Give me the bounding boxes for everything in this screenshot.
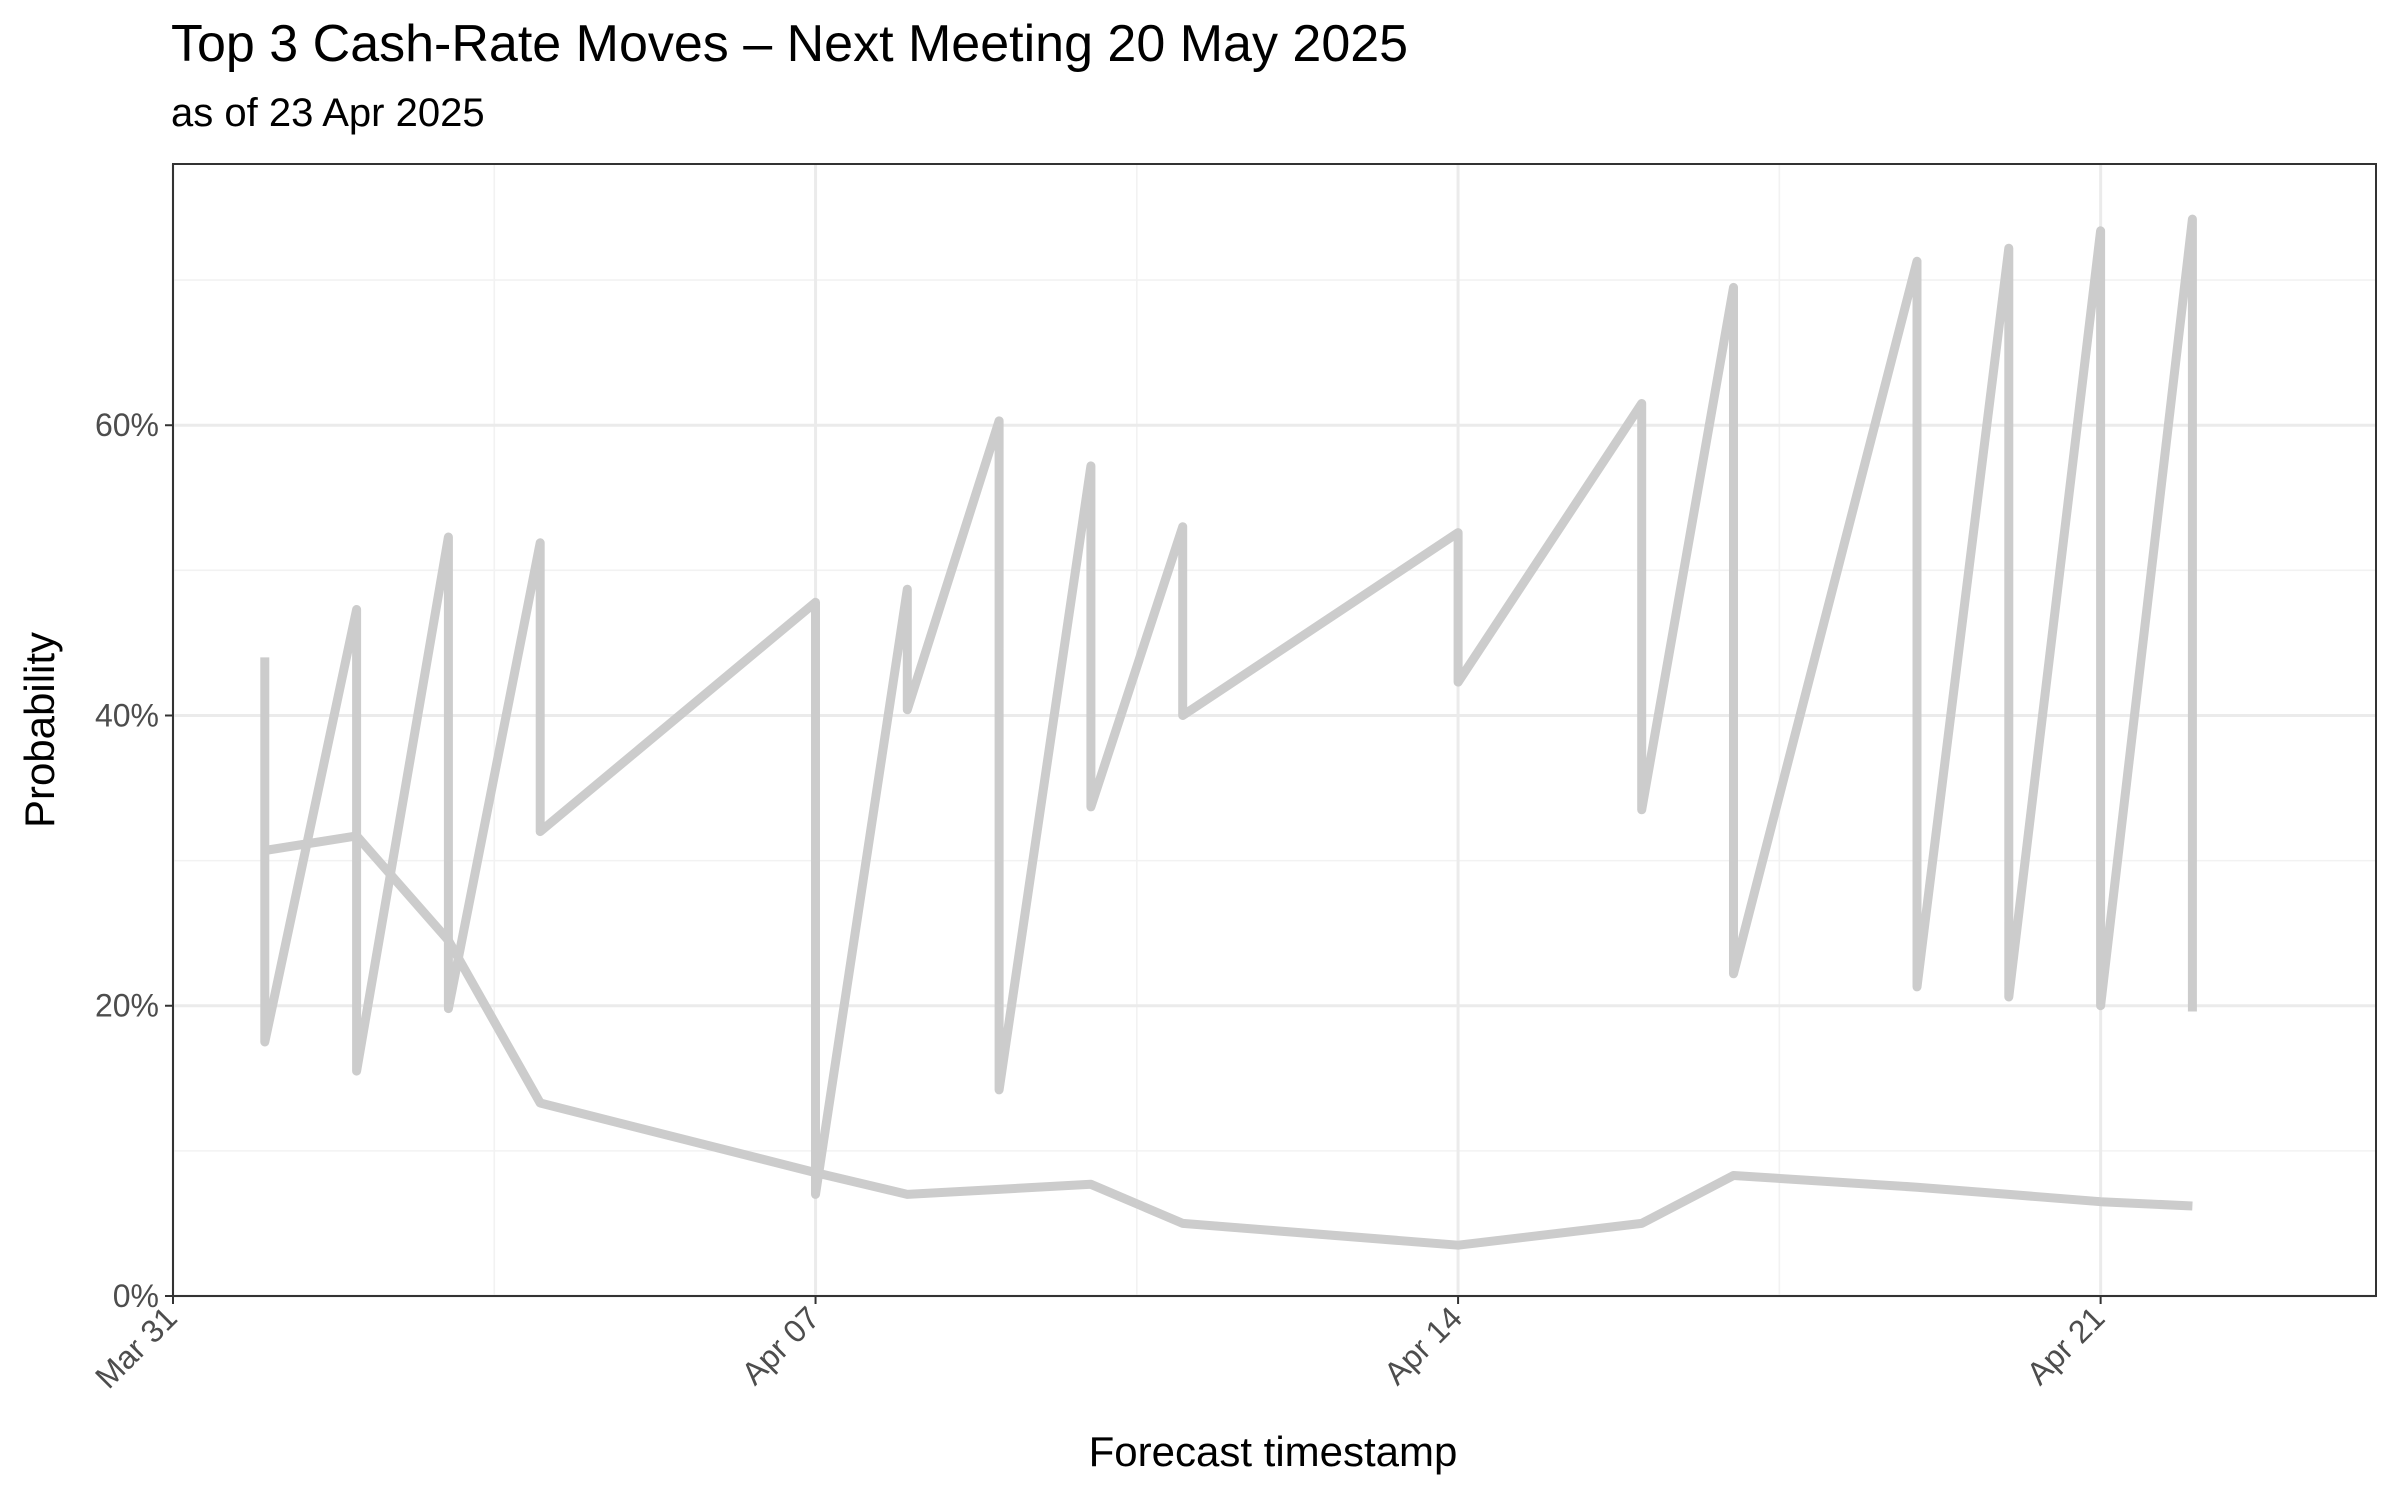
y-tick-label: 60% xyxy=(95,407,159,443)
x-tick-label: Apr 21 xyxy=(2019,1299,2111,1391)
plot-border xyxy=(172,163,2377,1297)
x-tick-label: Apr 14 xyxy=(1377,1299,1469,1391)
chart-subtitle: as of 23 Apr 2025 xyxy=(171,91,485,135)
y-tick-label: 40% xyxy=(95,697,159,733)
y-axis-title: Probability xyxy=(16,632,63,828)
series-line-2 xyxy=(264,831,2193,1250)
series-layer xyxy=(260,214,2197,1250)
series-line-1 xyxy=(260,214,2197,1199)
y-tick-label: 20% xyxy=(95,988,159,1024)
x-tick-label: Apr 07 xyxy=(734,1299,826,1391)
axis-layer: 0%20%40%60%Mar 31 Apr 07 Apr 14 Apr 21 xyxy=(88,407,2112,1395)
x-axis-title: Forecast timestamp xyxy=(1089,1428,1458,1475)
chart-title: Top 3 Cash-Rate Moves – Next Meeting 20 … xyxy=(171,15,1409,73)
y-tick-label: 0% xyxy=(113,1278,159,1314)
